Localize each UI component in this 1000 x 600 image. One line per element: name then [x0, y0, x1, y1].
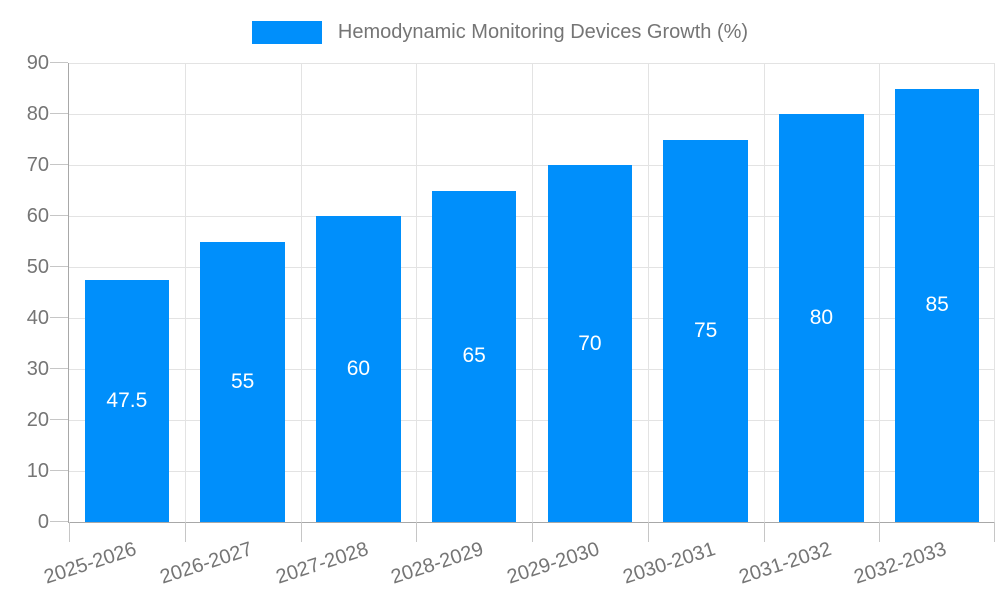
y-axis-tick-label: 40	[26, 307, 49, 329]
x-axis-tick	[994, 522, 995, 542]
bar[interactable]: 55	[200, 241, 285, 522]
bar-value-label: 55	[230, 369, 255, 393]
x-axis-tick-label: 2031-2032	[736, 538, 834, 589]
v-gridline	[994, 63, 995, 522]
x-axis-tick	[763, 522, 765, 542]
x-axis-tick-label: 2025-2026	[41, 538, 140, 589]
bar[interactable]: 60	[316, 216, 401, 522]
y-axis-tick-label: 20	[26, 409, 49, 431]
x-axis-tick-label: 2029-2030	[504, 538, 603, 589]
bar-value-label: 70	[578, 331, 602, 355]
bar[interactable]: 47.5	[84, 279, 170, 522]
bar-value-label: 85	[925, 293, 949, 317]
bar-value-label: 47.5	[106, 388, 148, 412]
y-axis-tick	[50, 317, 68, 318]
plot-area: 0 10 20 30 40 50 60 70 80 90 47.5 55 60 65 70 75 80 85 202…	[27, 52, 995, 589]
bar[interactable]: 85	[894, 88, 980, 522]
v-gridline	[647, 63, 649, 522]
x-axis-tick-label: 2028-2029	[388, 538, 487, 589]
x-axis-tick-label: 2030-2031	[620, 538, 719, 589]
v-gridline	[300, 63, 302, 522]
y-axis-tick	[50, 164, 68, 165]
y-axis-tick	[50, 266, 68, 267]
x-axis-tick	[69, 522, 70, 542]
bar-value-label: 65	[462, 344, 486, 368]
x-axis-tick-label: 2026-2027	[157, 538, 256, 589]
legend-swatch	[251, 21, 322, 44]
bar[interactable]: 80	[779, 114, 864, 522]
legend[interactable]: Hemodynamic Monitoring Devices Growth (%…	[0, 21, 1000, 44]
x-axis-tick	[184, 522, 186, 542]
v-gridline	[879, 63, 881, 522]
y-axis-tick	[50, 521, 68, 522]
y-axis-tick	[50, 215, 68, 216]
y-axis-tick	[50, 419, 68, 420]
v-gridline	[416, 63, 418, 522]
v-gridline	[184, 63, 186, 522]
x-axis-tick	[300, 522, 302, 542]
y-axis-tick	[50, 113, 68, 114]
y-axis-tick-label: 80	[26, 103, 49, 125]
y-axis-tick-label: 60	[26, 205, 49, 227]
x-axis-tick-label: 2027-2028	[273, 538, 371, 589]
v-gridline	[532, 63, 533, 522]
y-axis-tick	[50, 62, 68, 63]
y-axis-tick-label: 10	[26, 460, 49, 482]
y-axis-tick-label: 0	[37, 511, 49, 533]
y-axis-tick	[50, 470, 68, 471]
x-axis-tick-label: 2032-2033	[851, 538, 950, 589]
x-axis-tick	[647, 522, 649, 542]
x-axis-tick	[416, 522, 418, 542]
y-axis-tick-label: 30	[26, 358, 49, 380]
y-axis-tick	[50, 368, 68, 369]
bar[interactable]: 70	[547, 165, 633, 522]
y-axis-tick-label: 50	[26, 256, 49, 278]
bar-value-label: 80	[809, 306, 834, 329]
bar[interactable]: 65	[431, 190, 517, 522]
y-axis-tick-label: 90	[26, 52, 49, 74]
x-axis-tick	[532, 522, 533, 542]
bar-value-label: 75	[693, 318, 718, 342]
bar[interactable]: 75	[663, 139, 748, 522]
bar-value-label: 60	[346, 357, 371, 380]
v-gridline	[763, 63, 765, 522]
y-axis-tick-label: 70	[26, 154, 49, 176]
legend-label: Hemodynamic Monitoring Devices Growth (%…	[337, 21, 749, 43]
x-axis-tick	[879, 522, 881, 542]
